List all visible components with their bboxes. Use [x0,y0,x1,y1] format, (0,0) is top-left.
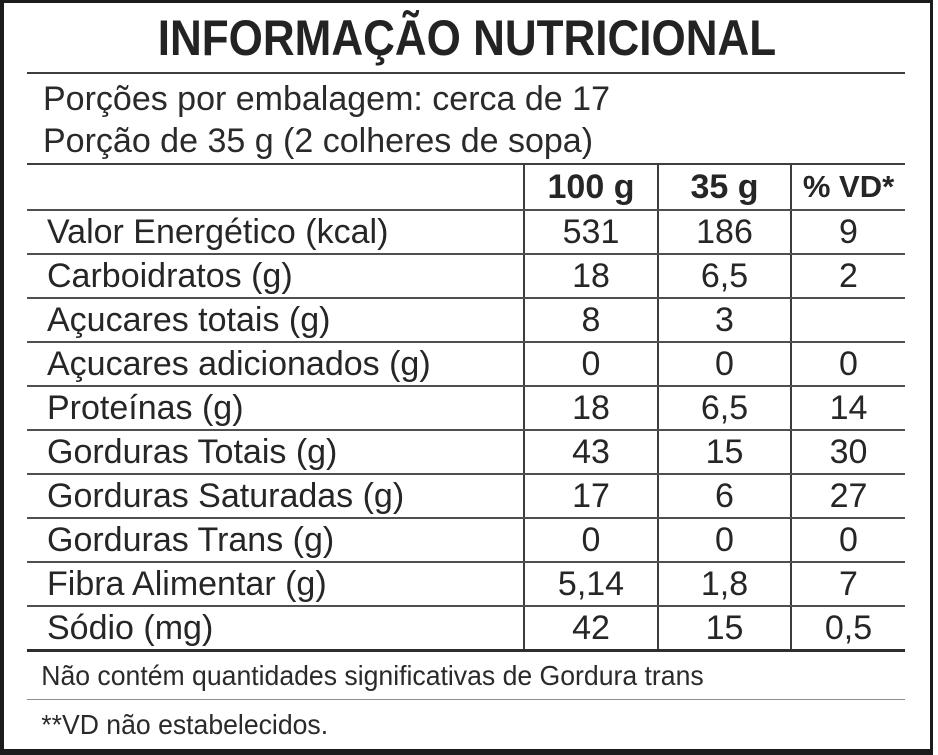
value-vd: 2 [790,255,905,297]
servings-per-package: Porções por embalagem: cerca de 17 [43,80,610,118]
nutrition-table: 100 g 35 g % VD* Valor Energético (kcal)… [27,163,905,652]
value-100g: 8 [523,299,657,341]
value-100g: 531 [523,211,657,253]
row-label: Carboidratos (g) [47,256,293,295]
value-35g: 6,5 [657,255,790,297]
row-label: Gorduras Saturadas (g) [47,476,405,515]
value-vd [790,299,905,341]
row-label: Fibra Alimentar (g) [47,564,327,603]
table-row: Carboidratos (g) 18 6,5 2 [27,253,905,297]
table-row: Fibra Alimentar (g) 5,14 1,8 7 [27,561,905,605]
value-35g: 0 [657,519,790,561]
value-vd: 0 [790,519,905,561]
table-row: Açucares totais (g) 8 3 [27,297,905,341]
value-35g: 3 [657,299,790,341]
table-row: Gorduras Trans (g) 0 0 0 [27,517,905,561]
serving-size: Porção de 35 g (2 colheres de sopa) [43,122,594,160]
vd-note-text: **VD não estabelecidos. [41,708,329,740]
column-header-vd: % VD* [790,165,905,209]
column-header-blank [27,165,523,209]
table-row: Valor Energético (kcal) 531 186 9 [27,209,905,253]
value-vd: 7 [790,563,905,605]
row-label: Proteínas (g) [47,388,244,427]
value-35g: 1,8 [657,563,790,605]
value-100g: 18 [523,255,657,297]
table-row: Gorduras Totais (g) 43 15 30 [27,429,905,473]
row-label: Açucares totais (g) [47,300,331,339]
value-100g: 42 [523,607,657,649]
table-row: Açucares adicionados (g) 0 0 0 [27,341,905,385]
table-row: Proteínas (g) 18 6,5 14 [27,385,905,429]
row-label: Sódio (mg) [47,608,214,647]
table-body: Valor Energético (kcal) 531 186 9 Carboi… [27,209,905,649]
value-35g: 0 [657,343,790,385]
trans-fat-note-text: Não contém quantidades significativas de… [41,659,704,691]
value-35g: 6,5 [657,387,790,429]
value-vd: 0,5 [790,607,905,649]
page-title: INFORMAÇÃO NUTRICIONAL [157,9,777,66]
value-100g: 17 [523,475,657,517]
table-row: Gorduras Saturadas (g) 17 6 27 [27,473,905,517]
row-label: Açucares adicionados (g) [47,344,431,383]
trans-fat-note: Não contém quantidades significativas de… [27,652,905,700]
value-100g: 0 [523,343,657,385]
row-label: Gorduras Totais (g) [47,432,338,471]
serving-info: Porções por embalagem: cerca de 17 Porçã… [4,74,930,163]
value-vd: 27 [790,475,905,517]
value-100g: 0 [523,519,657,561]
row-label: Gorduras Trans (g) [47,520,335,559]
value-35g: 15 [657,431,790,473]
value-100g: 5,14 [523,563,657,605]
value-vd: 14 [790,387,905,429]
row-label: Valor Energético (kcal) [47,212,389,251]
value-35g: 6 [657,475,790,517]
vd-note: **VD não estabelecidos. [27,700,905,749]
value-vd: 0 [790,343,905,385]
value-35g: 15 [657,607,790,649]
value-vd: 9 [790,211,905,253]
table-header-row: 100 g 35 g % VD* [27,165,905,209]
value-35g: 186 [657,211,790,253]
table-row: Sódio (mg) 42 15 0,5 [27,605,905,649]
value-100g: 18 [523,387,657,429]
title-divider [27,72,905,74]
column-header-100g: 100 g [523,165,657,209]
value-100g: 43 [523,431,657,473]
value-vd: 30 [790,431,905,473]
column-header-35g: 35 g [657,165,790,209]
